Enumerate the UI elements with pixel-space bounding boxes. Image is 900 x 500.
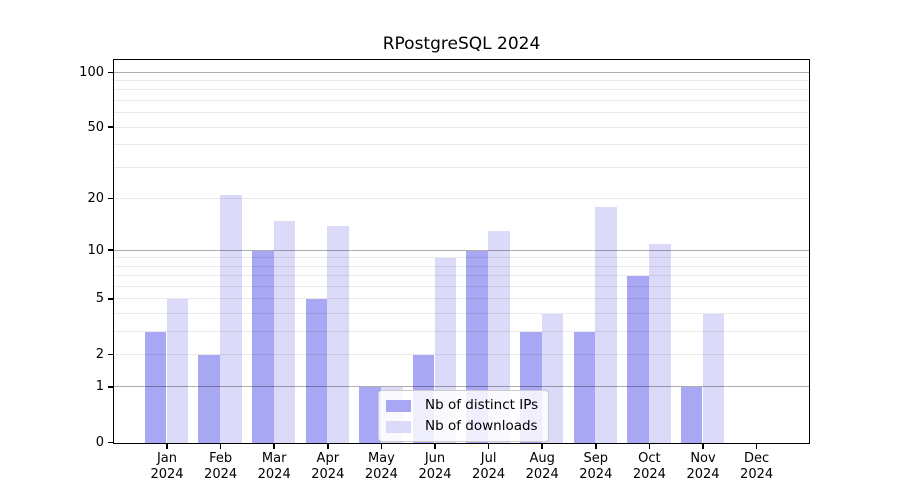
legend-item-distinct-ips: Nb of distinct IPs: [386, 398, 538, 413]
bar-distinct-ips-oct: [627, 276, 649, 443]
x-axis-year-label: 2024: [204, 467, 238, 482]
x-axis-month-label: Feb 2024: [191, 451, 251, 483]
x-axis-year-label: 2024: [740, 467, 774, 482]
x-axis-month-label: Jan 2024: [137, 451, 197, 483]
x-axis-tick-aug: [541, 444, 543, 449]
bar-downloads-nov: [702, 313, 725, 443]
x-axis-year-label: 2024: [311, 467, 345, 482]
gridline-y-10: [114, 249, 809, 251]
y-axis-tick-label: 2: [95, 346, 104, 362]
bar-downloads-oct: [648, 243, 671, 443]
gridline-y-80: [114, 89, 809, 91]
plot-area: [113, 59, 810, 444]
legend-swatch-distinct-ips: [386, 399, 411, 412]
y-axis-tick-2: [108, 353, 113, 356]
x-axis-tick-apr: [327, 444, 329, 449]
x-axis-tick-nov: [702, 444, 704, 449]
gridline-y-20: [114, 197, 809, 199]
y-axis-tick-10: [108, 249, 113, 251]
y-axis-tick-1: [108, 386, 113, 388]
gridline-y-40: [114, 144, 809, 146]
x-axis-month-label: Aug 2024: [512, 451, 572, 483]
x-axis-tick-dec: [755, 444, 758, 449]
y-axis-tick-label: 50: [87, 119, 104, 135]
gridline-y-30: [114, 166, 809, 168]
gridline-y-4: [114, 312, 809, 314]
x-axis-month-label: Mar 2024: [244, 451, 304, 483]
x-axis-tick-jun: [434, 444, 436, 449]
gridline-y-7: [114, 275, 809, 277]
x-axis-year-label: 2024: [686, 467, 720, 482]
bar-downloads-apr: [327, 225, 349, 443]
x-axis-year-label: 2024: [472, 467, 506, 482]
y-axis-tick-label: 5: [95, 291, 104, 307]
bar-distinct-ips-mar: [252, 250, 274, 443]
bar-downloads-mar: [273, 220, 296, 443]
x-axis-month-label: Apr 2024: [298, 451, 358, 483]
y-axis-tick-20: [108, 197, 113, 200]
x-axis-year-label: 2024: [257, 467, 291, 482]
y-axis-tick-label: 0: [95, 435, 104, 450]
y-axis-tick-label: 1: [95, 379, 104, 395]
bar-distinct-ips-apr: [305, 299, 328, 443]
x-axis-year-label: 2024: [579, 467, 613, 482]
x-axis-tick-jan: [166, 444, 168, 449]
gridline-y-1: [114, 386, 809, 388]
y-axis-tick-50: [108, 126, 113, 128]
x-axis-tick-sep: [595, 444, 597, 449]
legend-label-distinct-ips: Nb of distinct IPs: [425, 397, 539, 413]
x-axis-month-label: Sep 2024: [566, 451, 626, 483]
x-axis-tick-jul: [487, 444, 490, 449]
bar-distinct-ips-may: [359, 387, 381, 443]
gridline-y-3: [114, 330, 809, 332]
x-axis-tick-feb: [219, 444, 222, 449]
gridline-y-100: [114, 71, 809, 73]
x-axis-month-label: Jun 2024: [405, 451, 465, 483]
x-axis-month-label: May 2024: [351, 451, 411, 483]
chart-title: RPostgreSQL 2024: [382, 34, 541, 54]
x-axis-tick-mar: [273, 444, 275, 449]
y-axis-tick-label: 20: [87, 190, 104, 206]
x-axis-tick-oct: [648, 444, 651, 449]
y-axis-tick-5: [108, 298, 113, 300]
gridline-y-50: [114, 126, 809, 128]
y-axis-tick-label: 10: [87, 242, 104, 258]
x-axis-month-label: Dec 2024: [727, 451, 787, 483]
bar-distinct-ips-nov: [680, 387, 703, 443]
x-axis-month-label: Oct 2024: [619, 451, 679, 483]
gridline-y-9: [114, 257, 809, 259]
y-axis-tick-100: [108, 71, 113, 74]
bar-distinct-ips-sep: [573, 331, 596, 443]
legend-swatch-downloads: [386, 420, 411, 433]
y-axis-tick-0: [108, 441, 113, 444]
x-axis-year-label: 2024: [150, 467, 184, 482]
bar-downloads-jan: [166, 299, 189, 443]
gridline-y-90: [114, 80, 809, 82]
x-axis-year-label: 2024: [418, 467, 452, 482]
gridline-y-70: [114, 100, 809, 102]
bar-downloads-feb: [220, 195, 242, 443]
bar-distinct-ips-feb: [198, 354, 221, 443]
x-axis-tick-may: [380, 444, 383, 449]
legend-label-downloads: Nb of downloads: [425, 418, 538, 434]
x-axis-year-label: 2024: [364, 467, 398, 482]
gridline-y-2: [114, 353, 809, 355]
legend: Nb of distinct IPs Nb of downloads: [378, 390, 550, 442]
y-axis-tick-label: 100: [79, 64, 104, 80]
gridline-y-5: [114, 298, 809, 300]
x-axis-month-label: Nov 2024: [673, 451, 733, 483]
x-axis-month-label: Jul 2024: [459, 451, 519, 483]
x-axis-year-label: 2024: [525, 467, 559, 482]
gridline-y-6: [114, 285, 809, 287]
x-axis-year-label: 2024: [632, 467, 666, 482]
gridline-y-8: [114, 265, 809, 267]
legend-item-downloads: Nb of downloads: [386, 419, 538, 434]
gridline-y-60: [114, 112, 809, 114]
bar-downloads-sep: [595, 206, 617, 443]
bar-distinct-ips-jan: [144, 331, 167, 443]
